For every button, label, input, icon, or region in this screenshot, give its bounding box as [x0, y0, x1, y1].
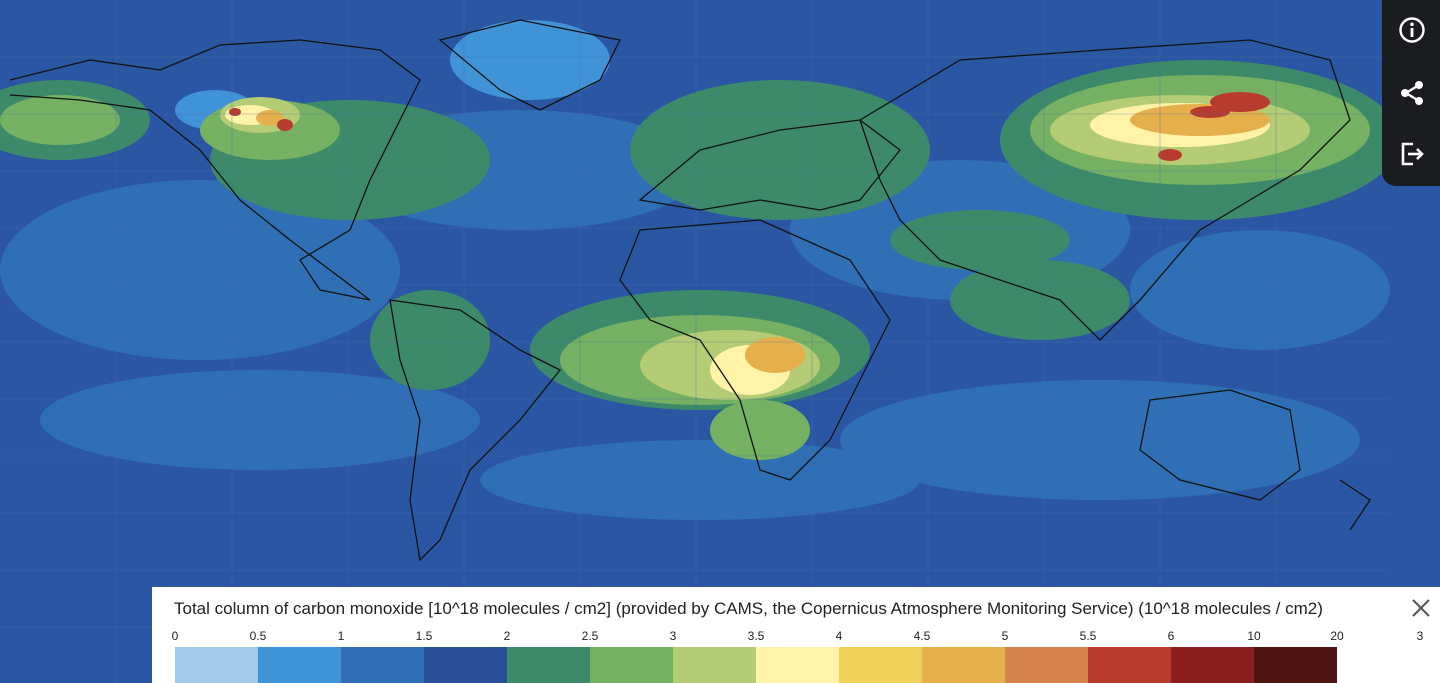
legend-color-swatch	[590, 647, 673, 683]
legend-tick-label: 6	[1167, 629, 1175, 643]
legend-color-swatch	[175, 647, 258, 683]
export-button[interactable]	[1396, 138, 1428, 170]
legend-tick-label: 2.5	[581, 629, 599, 643]
north-america-coast	[9, 39, 421, 301]
info-icon	[1399, 17, 1425, 43]
legend-tick-label: 1.5	[415, 629, 433, 643]
legend-tick-label: 1	[337, 629, 345, 643]
share-button[interactable]	[1396, 77, 1428, 109]
close-icon	[1412, 599, 1430, 617]
share-icon	[1401, 81, 1423, 105]
legend-color-swatch	[922, 647, 1005, 683]
legend-tick-label: 4	[835, 629, 843, 643]
legend-color-swatch	[507, 647, 590, 683]
legend-tick-label: 10	[1247, 629, 1261, 643]
coastlines	[9, 19, 1371, 562]
legend-tick-label: 20	[1330, 629, 1344, 643]
legend-tick-label: 3	[669, 629, 677, 643]
legend-tick-label: 5.5	[1079, 629, 1097, 643]
legend-tick-label: 2	[503, 629, 511, 643]
africa-coast	[619, 219, 891, 481]
legend-color-swatch	[1005, 647, 1088, 683]
legend-tick-label: 0	[171, 629, 179, 643]
legend-close-button[interactable]	[1408, 595, 1434, 621]
legend-color-swatch	[756, 647, 839, 683]
legend-color-swatch	[673, 647, 756, 683]
legend-color-swatch	[1088, 647, 1171, 683]
legend-color-swatch	[258, 647, 341, 683]
asia-coast	[859, 39, 1351, 341]
legend-color-swatch	[1254, 647, 1337, 683]
export-icon	[1401, 142, 1424, 166]
co-concentration-map[interactable]	[0, 0, 1390, 683]
legend-tick-label: 5	[1001, 629, 1009, 643]
legend-tick-label: 3	[1416, 629, 1424, 643]
hotspot-regions	[256, 104, 1270, 373]
europe-coast	[638, 119, 901, 211]
legend-color-swatch	[1171, 647, 1254, 683]
legend-tick-label: 3.5	[747, 629, 765, 643]
graticule-grid	[0, 0, 1390, 683]
new-zealand-coast	[1339, 479, 1371, 531]
extreme-co-regions	[229, 92, 1270, 161]
legend-color-swatch	[424, 647, 507, 683]
australia-coast	[1139, 389, 1301, 501]
info-button[interactable]	[1396, 14, 1428, 46]
legend-title: Total column of carbon monoxide [10^18 m…	[174, 599, 1323, 618]
south-america-coast	[389, 299, 562, 562]
legend-tick-label: 4.5	[913, 629, 931, 643]
map-toolbar	[1382, 0, 1440, 186]
greenland-coast	[438, 19, 621, 111]
legend-color-swatch	[839, 647, 922, 683]
color-legend: Total column of carbon monoxide [10^18 m…	[152, 587, 1440, 683]
legend-color-swatch	[341, 647, 424, 683]
legend-tick-label: 0.5	[249, 629, 267, 643]
